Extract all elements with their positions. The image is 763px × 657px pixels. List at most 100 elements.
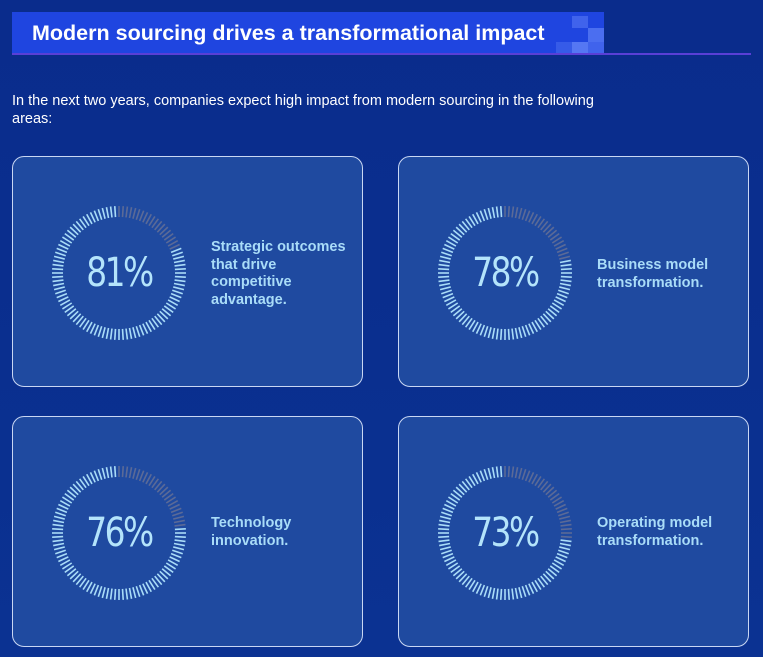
ring-tick-filled [78, 577, 87, 588]
ring-tick-filled [66, 489, 77, 498]
ring-tick-filled [132, 587, 137, 599]
ring-tick-filled [86, 581, 93, 593]
ring-tick-filled [540, 315, 549, 326]
ring-tick-filled [89, 212, 96, 223]
metric-card-4: 73% Operating model transformation. [398, 416, 749, 647]
ring-tick-filled [173, 546, 185, 551]
ring-tick-filled [534, 579, 542, 590]
ring-tick-filled [450, 305, 461, 314]
ring-tick-filled [161, 308, 172, 317]
ring-tick-filled [560, 263, 572, 267]
ring-tick-filled [445, 559, 457, 566]
ring-tick-empty [156, 483, 166, 493]
ring-tick-filled [495, 328, 499, 340]
ring-tick-filled [151, 317, 160, 328]
ring-tick-filled [521, 326, 527, 337]
ring-tick-filled [174, 275, 186, 279]
ring-tick-filled [547, 308, 558, 317]
ring-tick-filled [559, 286, 571, 291]
ring-tick-filled [69, 226, 79, 236]
ring-tick-filled [499, 206, 503, 218]
ring-tick-empty [553, 240, 565, 247]
ring-tick-filled [439, 542, 451, 547]
ring-tick-empty [518, 207, 523, 219]
ring-tick-filled [464, 577, 473, 588]
ring-tick-filled [69, 570, 79, 580]
ring-tick-empty [135, 469, 141, 480]
ring-tick-filled [560, 279, 572, 283]
ring-tick-filled [458, 223, 468, 233]
ring-tick-empty [518, 467, 523, 479]
ring-tick-empty [148, 476, 156, 487]
ring-tick-empty [555, 503, 566, 510]
ring-tick-filled [542, 573, 552, 583]
ring-tick-empty [511, 466, 515, 478]
ring-tick-filled [448, 302, 459, 310]
ring-tick-filled [452, 308, 463, 317]
ring-tick-filled [64, 565, 75, 574]
ring-tick-filled [93, 324, 100, 336]
ring-tick-filled [142, 583, 149, 594]
ring-tick-filled [559, 546, 571, 551]
ring-tick-filled [524, 324, 531, 336]
ring-tick-filled [475, 212, 482, 223]
ring-tick-empty [537, 218, 546, 229]
ring-tick-filled [439, 546, 451, 551]
ring-tick-empty [172, 511, 183, 517]
ring-tick-filled [479, 210, 486, 222]
ring-tick-filled [161, 568, 172, 577]
ring-tick-empty [173, 515, 185, 520]
ring-tick-filled [159, 310, 169, 320]
progress-ring-2 [438, 206, 572, 340]
ring-tick-filled [450, 232, 461, 241]
ring-tick-filled [499, 466, 503, 478]
ring-tick-empty [528, 212, 535, 223]
ring-tick-empty [135, 209, 141, 220]
ring-tick-filled [450, 565, 461, 574]
ring-tick-filled [163, 305, 174, 314]
ring-tick-filled [537, 317, 546, 328]
ring-tick-filled [438, 523, 450, 527]
ring-tick-filled [75, 575, 84, 586]
ring-tick-empty [551, 496, 562, 504]
ring-tick-filled [551, 562, 562, 570]
ring-tick-filled [464, 218, 473, 229]
ring-tick-filled [528, 583, 535, 594]
ring-tick-filled [442, 552, 454, 559]
ring-tick-filled [53, 286, 65, 291]
ring-tick-filled [499, 328, 503, 340]
ring-tick-empty [167, 500, 179, 507]
ring-tick-empty [507, 466, 511, 478]
ring-tick-filled [170, 292, 182, 299]
ring-tick-filled [62, 562, 73, 570]
ring-tick-filled [66, 308, 77, 317]
ring-tick-filled [472, 213, 479, 225]
ring-tick-filled [438, 279, 450, 283]
ring-tick-empty [556, 507, 568, 514]
ring-tick-filled [555, 296, 566, 303]
ring-tick-empty [148, 216, 156, 227]
intro-text: In the next two years, companies expect … [12, 93, 594, 127]
ring-tick-filled [468, 216, 476, 227]
ring-tick-filled [72, 223, 82, 233]
progress-ring-3 [52, 466, 186, 600]
ring-tick-filled [487, 207, 492, 219]
ring-tick-filled [59, 500, 71, 507]
ring-tick-empty [521, 209, 527, 220]
ring-tick-filled [53, 546, 65, 551]
ring-tick-empty [514, 207, 519, 219]
ring-tick-filled [69, 486, 79, 496]
ring-tick-filled [487, 467, 492, 479]
metric-card-3: 76% Technology innovation. [12, 416, 363, 647]
ring-tick-empty [142, 212, 149, 223]
ring-tick-filled [101, 327, 106, 339]
ring-tick-filled [75, 480, 84, 491]
ring-tick-filled [52, 535, 64, 539]
ring-tick-filled [75, 220, 84, 231]
ring-tick-filled [439, 282, 451, 287]
ring-tick-filled [468, 319, 476, 330]
ring-tick-filled [452, 568, 463, 577]
ring-tick-filled [89, 323, 96, 334]
ring-tick-filled [52, 263, 64, 267]
ring-tick-filled [62, 236, 73, 244]
